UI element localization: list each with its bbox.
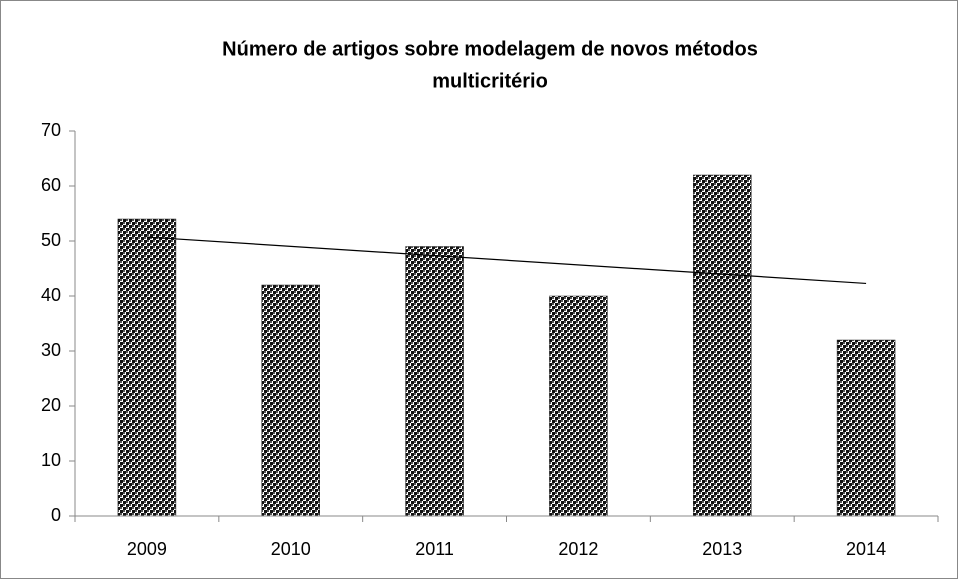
- chart-title: multicritério: [432, 70, 548, 92]
- y-tick-label: 50: [41, 230, 61, 250]
- bar: [261, 284, 320, 517]
- x-tick-label: 2010: [271, 539, 311, 559]
- x-tick-label: 2009: [127, 539, 167, 559]
- bar: [405, 246, 464, 517]
- y-tick-label: 30: [41, 340, 61, 360]
- y-tick-label: 40: [41, 285, 61, 305]
- bar: [836, 339, 896, 517]
- y-tick-label: 70: [41, 120, 61, 140]
- x-tick-label: 2011: [415, 539, 454, 559]
- chart-title: Número de artigos sobre modelagem de nov…: [222, 38, 758, 60]
- y-tick-label: 60: [41, 175, 61, 195]
- y-tick-label: 20: [41, 395, 61, 415]
- y-tick-label: 0: [51, 505, 61, 525]
- bar: [693, 174, 752, 517]
- x-tick-label: 2012: [558, 539, 598, 559]
- y-tick-label: 10: [41, 450, 61, 470]
- bar: [117, 218, 177, 517]
- bar: [549, 295, 608, 517]
- trendline: [146, 236, 867, 285]
- x-tick-label: 2014: [846, 539, 886, 559]
- x-tick-label: 2013: [702, 539, 742, 559]
